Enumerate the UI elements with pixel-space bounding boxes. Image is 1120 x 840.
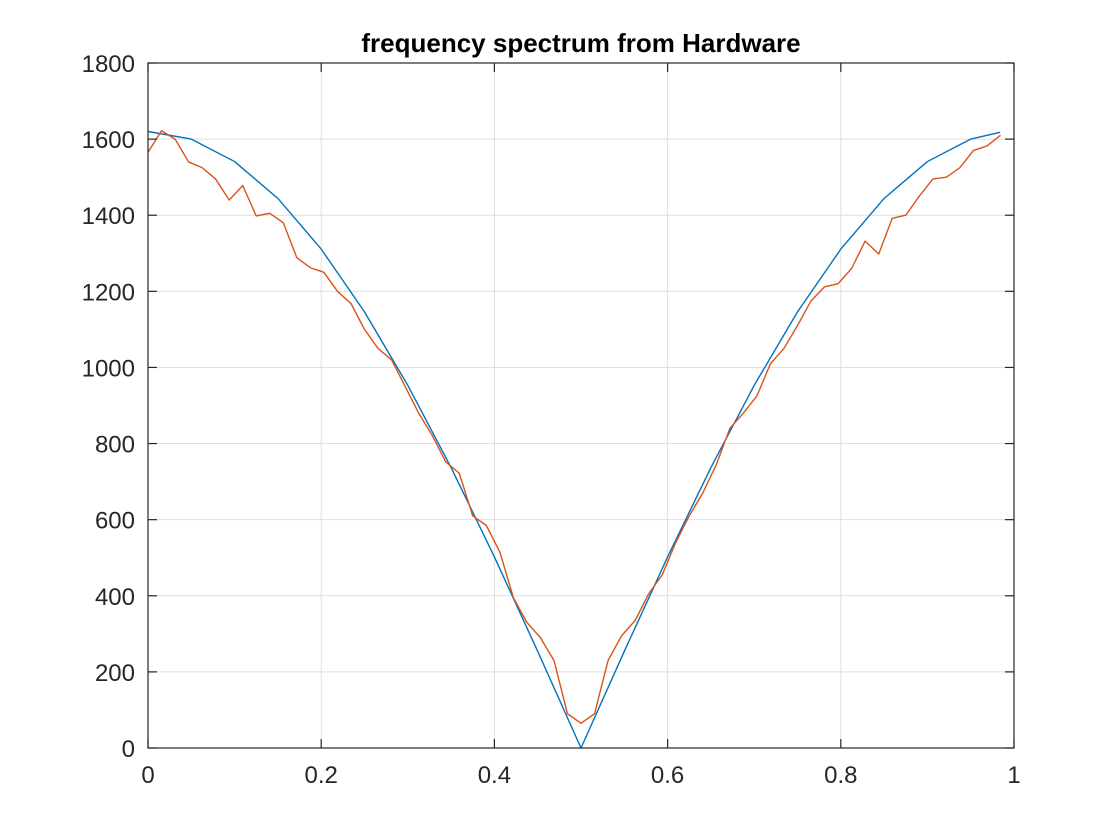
y-tick-label: 800 xyxy=(95,432,135,459)
grid-lines xyxy=(147,62,1015,749)
y-tick-label: 400 xyxy=(95,584,135,611)
x-tick-label: 0.6 xyxy=(651,762,684,789)
y-tick-label: 600 xyxy=(95,508,135,535)
y-tick-label: 0 xyxy=(122,736,135,763)
series-line-2 xyxy=(147,130,1001,724)
x-tick-label: 0 xyxy=(141,762,154,789)
x-tick-labels: 0 0.2 0.4 0.6 0.8 1 xyxy=(141,762,1020,789)
y-tick-labels: 0 200 400 600 800 1000 1200 1400 1600 1800 xyxy=(82,51,135,763)
x-tick-label: 0.2 xyxy=(305,762,338,789)
y-tick-label: 1800 xyxy=(82,51,135,78)
x-tick-label: 0.8 xyxy=(824,762,857,789)
y-tick-label: 1200 xyxy=(82,279,135,306)
tick-marks xyxy=(147,62,1015,749)
x-tick-label: 1 xyxy=(1007,762,1020,789)
axes-frame xyxy=(147,62,1015,749)
y-tick-label: 1600 xyxy=(82,127,135,154)
y-tick-label: 1400 xyxy=(82,203,135,230)
y-tick-label: 200 xyxy=(95,660,135,687)
x-tick-label: 0.4 xyxy=(478,762,511,789)
plot-area xyxy=(148,63,1014,748)
chart-title: frequency spectrum from Hardware xyxy=(361,28,800,58)
y-tick-label: 1000 xyxy=(82,355,135,382)
